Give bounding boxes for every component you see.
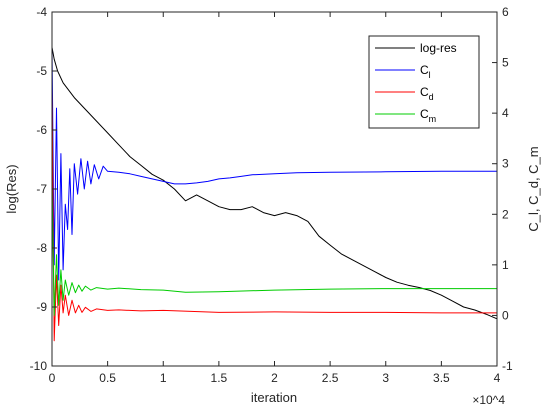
series-layer <box>51 47 498 342</box>
y-left-axis-label: log(Res) <box>4 164 19 213</box>
x-tick-label: 1.5 <box>211 371 228 385</box>
y-left-tick-label: -4 <box>36 5 47 19</box>
y-left-tick-label: -10 <box>30 359 48 373</box>
legend-label: log-res <box>420 41 457 55</box>
x-tick-label: 0.5 <box>99 371 116 385</box>
y-left-tick-label: -5 <box>36 64 47 78</box>
x-axis-label: iteration <box>251 390 297 405</box>
y-right-tick-label: 3 <box>502 157 509 171</box>
x-tick-label: 0 <box>49 371 56 385</box>
y-right-tick-label: 5 <box>502 56 509 70</box>
legend: log-res Cl Cd Cm <box>368 35 480 129</box>
x-axis-multiplier: ×10^4 <box>472 393 505 407</box>
y-left-axis-ticks: -10 -9 -8 -7 -6 -5 -4 <box>30 5 57 373</box>
y-right-tick-label: 2 <box>502 207 509 221</box>
x-tick-label: 4 <box>494 371 501 385</box>
x-axis-ticks: 0 0.5 1 1.5 2 2.5 3 3.5 4 <box>49 12 501 385</box>
x-tick-label: 3.5 <box>433 371 450 385</box>
legend-box <box>368 35 480 129</box>
y-left-tick-label: -8 <box>36 241 47 255</box>
legend-label: Cm <box>420 107 436 124</box>
y-right-axis-ticks: -1 0 1 2 3 4 5 6 <box>492 5 513 373</box>
y-right-tick-label: 6 <box>502 5 509 19</box>
legend-entries: log-res Cl Cd Cm <box>375 41 457 124</box>
y-right-axis-label: C_l, C_d, C_m <box>526 146 541 231</box>
y-right-tick-label: 1 <box>502 258 509 272</box>
y-right-tick-label: 4 <box>502 106 509 120</box>
legend-label: Cl <box>420 63 431 80</box>
y-left-tick-label: -7 <box>36 182 47 196</box>
series-line-c-l <box>51 47 497 281</box>
x-tick-label: 2 <box>271 371 278 385</box>
series-line-log-res <box>51 47 498 320</box>
legend-label: Cd <box>420 85 434 102</box>
series-line-c-d <box>51 87 497 342</box>
y-left-tick-label: -9 <box>36 300 47 314</box>
x-tick-label: 2.5 <box>322 371 339 385</box>
y-left-tick-label: -6 <box>36 123 47 137</box>
y-right-tick-label: -1 <box>502 359 513 373</box>
x-tick-label: 1 <box>160 371 167 385</box>
series-line-c-m <box>51 183 497 316</box>
x-tick-label: 3 <box>382 371 389 385</box>
y-right-tick-label: 0 <box>502 308 509 322</box>
